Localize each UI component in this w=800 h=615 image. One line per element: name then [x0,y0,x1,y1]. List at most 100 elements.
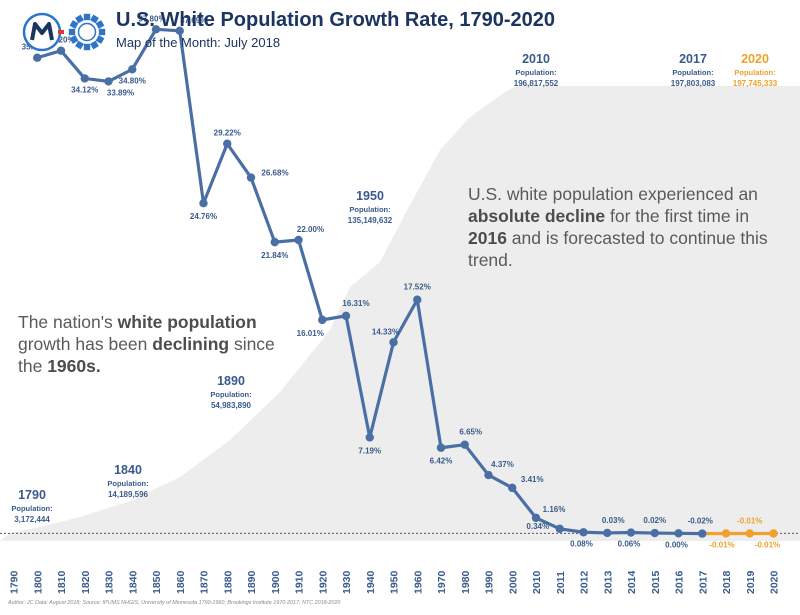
x-tick-label: 2013 [602,570,614,594]
data-point [413,295,422,304]
data-point [508,483,517,493]
data-label: -0.01% [755,540,780,549]
logo-segment [83,43,91,51]
population-value: 196,817,552 [514,79,559,88]
x-tick-label: 1870 [199,570,211,594]
x-tick-label: 1890 [246,570,258,594]
annotation-emphasis: 2016 [468,228,507,249]
data-point [365,433,374,442]
x-tick-label: 1900 [270,570,282,594]
x-tick-label: 1990 [484,570,496,594]
x-tick-label: 2000 [507,570,519,594]
population-value: 54,983,890 [211,401,252,410]
page-subtitle: Map of the Month: July 2018 [116,35,281,50]
x-tick-label: 1850 [151,570,163,594]
data-label: 16.31% [342,299,369,308]
population-year: 1950 [356,189,384,203]
population-label: Population: [210,390,251,399]
population-year: 2017 [679,52,707,66]
data-point [650,528,659,538]
population-year: 2020 [741,52,769,66]
population-label: Population: [672,68,713,77]
page-title: U.S. White Population Growth Rate, 1790-… [116,9,555,31]
data-point [270,237,279,247]
population-year: 1840 [114,463,142,477]
annotation-emphasis: 1960s. [47,356,101,377]
x-tick-label: 2012 [579,570,591,594]
x-tick-label: 1930 [341,570,353,594]
x-tick-label: 1820 [80,570,92,594]
x-tick-label: 1980 [460,570,472,594]
data-label: 24.76% [190,212,217,221]
x-tick-label: 2014 [626,570,638,594]
x-tick-label: 1840 [127,570,139,594]
data-label: 17.52% [404,283,431,292]
logo-segment [69,35,79,44]
data-label: 26.68% [261,169,288,178]
x-tick-label: 1940 [365,570,377,594]
data-label: 34.80% [119,76,146,85]
x-tick-label: 1950 [389,570,401,594]
annotation-text: growth has been [18,334,153,355]
data-point [674,529,683,538]
data-label: 36.20% [47,36,74,45]
source-footer: Author: JC Data: August 2018; Source: IP… [8,600,341,606]
data-point [175,26,184,35]
data-point [223,139,232,148]
annotation-text: for the first time in [605,206,750,227]
data-point [769,529,778,538]
population-value: 3,172,444 [14,515,50,524]
data-point [484,470,493,480]
annotation-emphasis: white population [117,312,257,332]
population-annotations: 1790 Population: 3,172,444 1840 Population: 1… [11,52,777,524]
data-label: 37.69% [180,16,207,25]
data-point [33,53,42,62]
data-point [698,529,707,538]
data-point [104,77,113,86]
data-point [626,528,636,537]
data-label: 6.65% [459,428,482,437]
x-tick-label: 1830 [104,570,116,594]
annotation-text: U.S. white population experienced an [468,184,758,204]
data-label: 7.19% [358,446,381,455]
data-point [745,529,754,538]
data-label: 0.06% [618,540,641,549]
data-label: 21.84% [261,251,288,260]
annotation-declining: The nation's white population growth has… [18,311,288,377]
population-label: Population: [107,479,148,488]
data-point [603,528,612,538]
series-points [33,25,778,538]
data-label: 22.00% [297,225,324,234]
data-point [56,46,66,55]
data-label: 6.42% [430,457,453,466]
population-year: 1890 [217,374,245,388]
x-tick-label: 1960 [412,570,424,594]
logo-segment [69,20,79,29]
logo [22,12,106,52]
x-tick-label: 1810 [56,570,68,594]
data-label: 16.01% [297,329,324,338]
data-label: 0.00% [665,540,688,549]
population-label: Population: [11,504,52,513]
logo-segment [75,40,84,50]
x-tick-label: 1800 [32,570,44,594]
x-tick-label: 2010 [531,570,543,594]
population-value: 14,189,596 [108,490,149,499]
population-label: Population: [734,68,775,77]
logo-segment [68,28,76,36]
data-label: 3.41% [521,475,544,484]
x-tick-label: 1790 [9,570,21,594]
population-value: 197,745,333 [733,79,778,88]
logo-segment [75,14,84,24]
population-area [0,84,800,541]
x-tick-label: 1920 [317,570,329,594]
x-tick-label: 1860 [175,570,187,594]
annotation-emphasis: absolute decline [468,206,606,227]
data-point [294,235,303,245]
population-value: 135,149,632 [348,216,393,225]
data-point [436,443,446,452]
data-labels: 35.67%36.20%34.12%33.89%34.80%37.80%37.6… [22,14,781,549]
population-year: 2010 [522,52,550,66]
data-label: 34.12% [71,85,98,94]
